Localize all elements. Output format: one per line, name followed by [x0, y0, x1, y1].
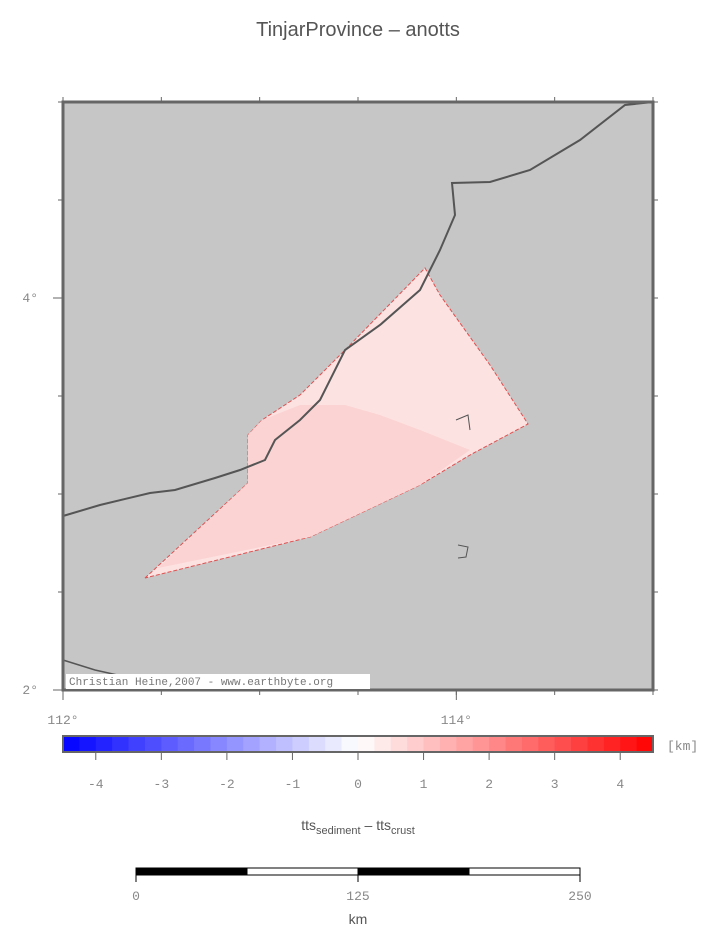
colorbar-cell: [554, 736, 572, 752]
colorbar-cell: [243, 736, 261, 752]
colorbar-cell: [603, 736, 621, 752]
colorbar-tick-label: 0: [354, 777, 362, 792]
colorbar-cell: [308, 736, 326, 752]
colorbar-cell: [226, 736, 244, 752]
colorbar-cell: [325, 736, 343, 752]
colorbar-cell: [358, 736, 375, 752]
lat-label: 4°: [22, 291, 38, 306]
colorbar-cell: [276, 736, 293, 752]
colorbar-cell: [95, 736, 113, 752]
label-part: tts: [301, 817, 316, 833]
colorbar-cell: [423, 736, 441, 752]
colorbar-cell: [439, 736, 457, 752]
scalebar-tick-label: 0: [132, 889, 140, 904]
colorbar-cell: [472, 736, 490, 752]
scalebar-segment: [468, 867, 581, 876]
lat-label: 2°: [22, 683, 38, 698]
colorbar-tick-label: 2: [485, 777, 493, 792]
colorbar-cell: [390, 736, 408, 752]
colorbar-cell: [63, 736, 80, 752]
river: [455, 414, 471, 431]
colorbar-tick-label: -3: [154, 777, 170, 792]
credit-box: [66, 674, 370, 689]
colorbar: [63, 736, 654, 752]
province-inner: [158, 405, 470, 568]
colorbar-cell: [112, 736, 130, 752]
colorbar-cell: [456, 736, 474, 752]
colorbar-cell: [489, 736, 506, 752]
label-part: crust: [391, 825, 415, 837]
colorbar-tick-label: -4: [88, 777, 104, 792]
colorbar-cell: [177, 736, 195, 752]
colorbar-cell: [341, 736, 359, 752]
colorbar-cell: [505, 736, 523, 752]
lon-label: 112°: [47, 713, 78, 728]
colorbar-cell: [636, 736, 654, 752]
scalebar-segment: [135, 867, 248, 876]
colorbar-tick-label: 4: [616, 777, 624, 792]
colorbar-cell: [194, 736, 211, 752]
colorbar-cell: [521, 736, 539, 752]
colorbar-unit: [km]: [667, 739, 698, 754]
colorbar-cell: [210, 736, 228, 752]
scalebar-segment: [357, 867, 470, 876]
colorbar-cell: [571, 736, 588, 752]
colorbar-cell: [587, 736, 605, 752]
coastline: [62, 101, 654, 517]
colorbar-tick-label: -1: [285, 777, 301, 792]
scalebar-unit: km: [349, 911, 368, 927]
colorbar-tick-label: -2: [219, 777, 235, 792]
label-part: –: [361, 817, 377, 833]
label-part: sediment: [316, 825, 361, 837]
lon-label: 114°: [441, 713, 472, 728]
colorbar-tick-label: 3: [551, 777, 559, 792]
colorbar-cell: [292, 736, 310, 752]
colorbar-tick-label: 1: [420, 777, 428, 792]
credit: Christian Heine,2007 - www.earthbyte.org: [69, 677, 333, 689]
colorbar-cell: [144, 736, 162, 752]
colorbar-cell: [259, 736, 277, 752]
scalebar-tick-label: 250: [568, 889, 591, 904]
label-part: tts: [376, 817, 391, 833]
colorbar-cell: [128, 736, 146, 752]
colorbar-cell: [620, 736, 638, 752]
colorbar-cell: [538, 736, 556, 752]
colorbar-cell: [374, 736, 392, 752]
colorbar-label: ttssediment – ttscrust: [301, 817, 415, 837]
colorbar-cell: [79, 736, 97, 752]
river: [457, 544, 469, 559]
title: TinjarProvince – anotts: [256, 19, 460, 41]
colorbar-cell: [407, 736, 425, 752]
colorbar-cell: [161, 736, 179, 752]
scalebar-tick-label: 125: [346, 889, 369, 904]
scalebar-segment: [246, 867, 359, 876]
